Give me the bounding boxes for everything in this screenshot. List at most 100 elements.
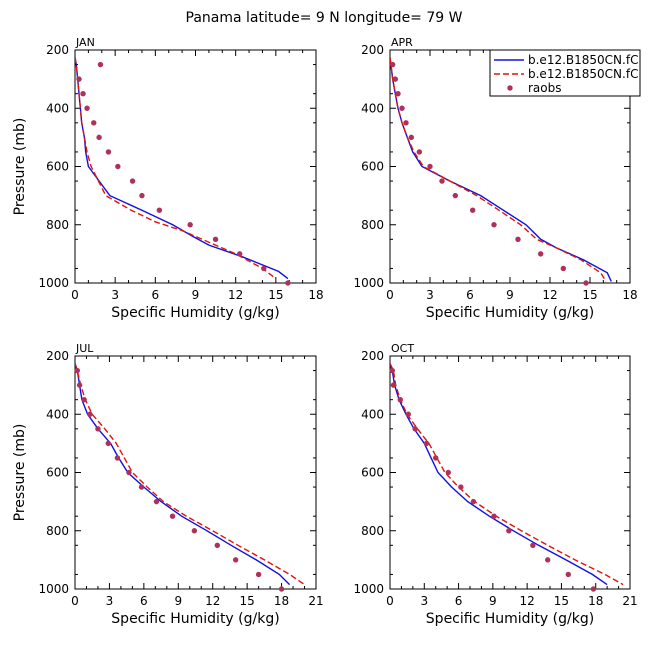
y-tick-label: 200: [46, 43, 69, 57]
raobs-point: [515, 236, 521, 243]
raobs-point: [97, 61, 104, 68]
x-tick-label: 0: [386, 288, 394, 302]
raobs-point: [80, 90, 86, 97]
raobs-point: [399, 105, 405, 111]
raobs-point: [469, 207, 476, 213]
x-tick-label: 9: [489, 594, 497, 608]
y-tick-label: 400: [46, 407, 69, 421]
raobs-point: [506, 528, 512, 534]
raobs-point: [261, 265, 267, 272]
raobs-point: [115, 163, 121, 170]
raobs-point: [81, 396, 87, 403]
y-axis-label: Pressure (mb): [12, 424, 28, 522]
x-tick-label: 15: [554, 594, 569, 608]
legend-box: [489, 49, 641, 97]
raobs-point: [114, 455, 121, 461]
x-tick-label: 18: [588, 594, 603, 608]
raobs-point: [560, 265, 567, 272]
raobs-point: [590, 586, 597, 592]
figure-title: Panama latitude= 9 N longitude= 79 W: [186, 10, 463, 26]
x-tick-label: 12: [228, 288, 243, 302]
raobs-point: [255, 571, 262, 578]
raobs-point: [491, 513, 497, 519]
raobs-point: [397, 396, 403, 403]
y-tick-label: 800: [361, 218, 384, 232]
y-tick-label: 1000: [38, 582, 69, 596]
raobs-point: [214, 542, 221, 549]
raobs-point: [96, 134, 102, 141]
raobs-point: [537, 251, 544, 257]
raobs-point: [389, 367, 395, 374]
x-axis-label: Specific Humidity (g/kg): [111, 305, 279, 321]
x-tick-label: 15: [240, 594, 255, 608]
x-tick-label: 18: [622, 288, 637, 302]
raobs-point: [545, 557, 551, 563]
x-tick-label: 15: [268, 288, 283, 302]
y-tick-label: 400: [361, 101, 384, 115]
raobs-point: [395, 90, 401, 97]
raobs-point: [76, 382, 83, 388]
raobs-point: [445, 469, 451, 476]
x-tick-label: 6: [140, 594, 148, 608]
x-tick-label: 18: [308, 288, 323, 302]
raobs-point: [212, 236, 219, 243]
y-tick-label: 800: [361, 524, 384, 538]
model-dashed-line: [390, 57, 607, 282]
raobs-point: [408, 134, 415, 141]
raobs-point: [105, 440, 111, 447]
x-tick-label: 3: [106, 594, 114, 608]
x-tick-label: 6: [455, 594, 463, 608]
model-solid-line: [75, 57, 289, 280]
raobs-point: [470, 498, 477, 505]
raobs-point: [169, 513, 176, 519]
raobs-point: [452, 192, 459, 199]
panel-month-label: JAN: [75, 36, 95, 49]
plot-frame: [74, 49, 317, 284]
y-tick-label: 800: [46, 218, 69, 232]
model-solid-line: [75, 363, 291, 586]
panel-month-label: APR: [391, 36, 413, 49]
y-tick-label: 600: [361, 466, 384, 480]
y-axis-label: Pressure (mb): [12, 118, 28, 216]
raobs-point: [412, 426, 418, 432]
x-tick-label: 3: [420, 594, 428, 608]
plot-frame: [389, 355, 631, 590]
raobs-point: [403, 120, 409, 126]
raobs-point: [91, 120, 97, 126]
x-tick-label: 18: [274, 594, 289, 608]
series-group: [390, 363, 624, 586]
raobs-point: [530, 542, 536, 549]
panel-jan: 0 3 6 9 12 15 18 200 400 600 800 1000 Specific Humid…: [12, 36, 324, 321]
series-group: [75, 57, 289, 280]
series-group: [75, 363, 305, 586]
y-tick-label: 400: [46, 101, 69, 115]
y-tick-label: 600: [361, 160, 384, 174]
panels-group: 0 3 6 9 12 15 18 200 400 600 800 1000 Specific Humid…: [12, 36, 638, 627]
raobs-point: [76, 76, 82, 82]
y-tick-label: 200: [361, 349, 384, 363]
raobs-point: [389, 61, 396, 68]
raobs-point: [156, 207, 163, 213]
y-tick-label: 1000: [38, 276, 69, 290]
y-tick-label: 1000: [353, 582, 384, 596]
raobs-point: [105, 149, 112, 155]
raobs-point: [423, 440, 430, 447]
x-tick-label: 9: [192, 288, 200, 302]
y-tick-label: 600: [46, 466, 69, 480]
raobs-point: [390, 382, 397, 388]
x-axis-label: Specific Humidity (g/kg): [426, 611, 594, 627]
x-tick-label: 3: [426, 288, 434, 302]
raobs-point: [392, 76, 399, 82]
panel-oct: 0 3 6 9 12 15 18 21 200 400 600 800 1000 Specific Hum…: [353, 342, 637, 627]
raobs-point: [427, 163, 433, 170]
x-tick-label: 3: [111, 288, 119, 302]
raobs-point: [139, 192, 145, 199]
x-tick-label: 0: [71, 288, 79, 302]
raobs-point: [583, 280, 589, 286]
panel-month-label: OCT: [391, 342, 414, 355]
x-tick-label: 9: [174, 594, 182, 608]
raobs-point: [565, 571, 571, 578]
raobs-point: [129, 178, 136, 184]
